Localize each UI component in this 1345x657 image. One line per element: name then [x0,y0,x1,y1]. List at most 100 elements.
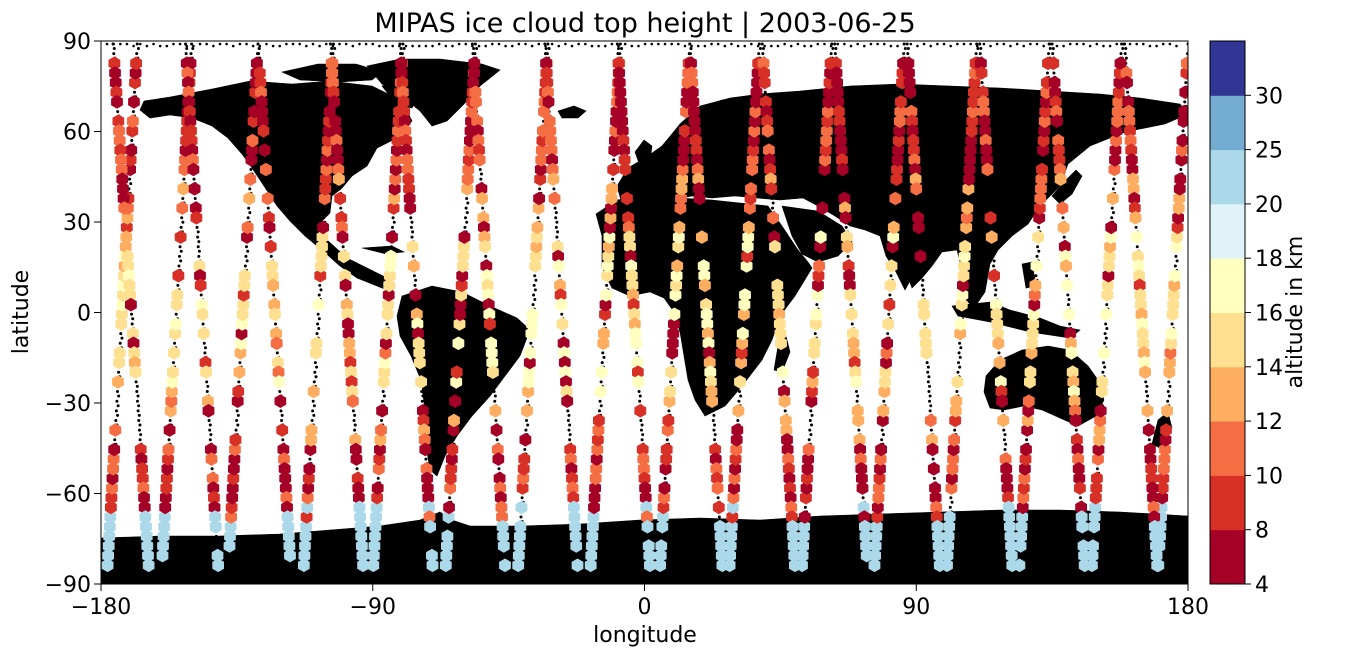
cloud-top-marker [641,519,654,534]
no-cloud-dot [520,496,524,500]
no-cloud-dot [389,245,393,249]
no-cloud-dot [246,216,250,220]
cloud-top-marker [631,355,644,370]
cloud-top-marker [560,375,572,389]
no-cloud-dot [598,399,602,403]
no-cloud-dot [918,240,922,244]
cloud-top-marker [729,452,742,466]
cloud-top-marker [300,510,313,524]
no-cloud-dot [928,409,932,413]
no-cloud-dot [392,220,396,224]
colorbar-tick-label: 25 [1255,139,1283,164]
cloud-top-marker [202,404,215,418]
no-cloud-dot [167,570,171,574]
no-cloud-dot [505,577,509,581]
cloud-top-marker [1179,85,1188,100]
no-cloud-dot [504,44,507,48]
cloud-top-marker [1176,133,1188,148]
cloud-top-marker [904,85,917,100]
cloud-top-marker [125,297,137,312]
cloud-top-marker [798,510,811,524]
cloud-top-marker [1156,481,1169,495]
cloud-top-marker [113,124,125,138]
no-cloud-dot [432,577,436,581]
cloud-top-marker [1078,558,1091,573]
cloud-top-marker [811,288,824,302]
cloud-top-marker [1144,452,1157,466]
cloud-top-marker [102,539,115,553]
cloud-top-marker [1069,413,1082,428]
cloud-top-marker [261,191,274,206]
cloud-top-marker [868,558,881,573]
cloud-top-marker [174,230,187,244]
cloud-top-marker [321,153,333,167]
cloud-top-marker [418,433,431,447]
cloud-top-marker [705,375,717,389]
cloud-top-marker [839,211,852,225]
no-cloud-dot [1111,187,1115,191]
cloud-top-marker [278,462,291,476]
cloud-top-marker [1090,481,1103,495]
cloud-top-marker [854,442,866,457]
no-cloud-dot [1168,384,1172,388]
cloud-top-marker [357,558,369,573]
cloud-top-marker [1093,433,1105,447]
no-cloud-dot [404,44,408,48]
no-cloud-dot [1103,365,1107,369]
cloud-top-marker [185,133,198,148]
no-cloud-dot [120,336,124,340]
no-cloud-dot [431,44,434,48]
cloud-top-marker [731,423,744,437]
no-cloud-dot [346,570,350,574]
no-cloud-dot [147,573,151,577]
cloud-top-marker [1168,268,1181,283]
no-cloud-dot [351,44,355,48]
no-cloud-dot [459,573,463,577]
cloud-top-marker [481,268,493,283]
no-cloud-dot [132,90,136,94]
cloud-top-marker [521,404,533,418]
colorbar-segment [1210,258,1245,313]
y-tick-label: 60 [63,121,91,146]
cloud-top-marker [874,452,887,466]
cloud-top-marker [557,336,570,351]
cloud-top-marker [912,220,925,235]
no-cloud-dot [1025,438,1029,442]
no-cloud-dot [550,42,554,46]
no-cloud-dot [1012,577,1016,581]
y-tick-label: 90 [63,30,91,55]
cloud-top-marker [298,548,311,563]
cloud-top-marker [345,365,357,379]
no-cloud-dot [833,42,837,46]
cloud-top-marker [339,268,351,283]
no-cloud-dot [177,264,181,268]
cloud-top-marker [836,162,849,177]
no-cloud-dot [135,399,139,403]
no-cloud-dot [783,42,786,46]
no-cloud-dot [293,573,297,577]
cloud-top-marker [676,172,688,186]
no-cloud-dot [322,216,326,220]
cloud-top-marker [789,558,801,573]
no-cloud-dot [1015,42,1019,46]
cloud-top-marker [693,182,705,196]
no-cloud-dot [240,570,244,574]
cloud-top-marker [641,510,653,524]
no-cloud-dot [200,570,204,574]
no-cloud-dot [210,467,214,471]
no-cloud-dot [1062,44,1065,48]
cloud-top-marker [1125,153,1138,167]
no-cloud-dot [193,196,197,200]
no-cloud-dot [783,409,787,413]
cloud-top-marker [875,442,887,457]
cloud-top-marker [1123,114,1136,128]
no-cloud-dot [638,399,642,403]
cloud-top-marker [847,336,860,351]
cloud-top-marker [838,191,851,206]
no-cloud-dot [400,573,403,577]
cloud-top-marker [843,278,856,293]
no-cloud-dot [420,390,424,394]
cloud-top-marker [1124,133,1137,148]
cloud-top-marker [739,288,751,302]
cloud-top-marker [761,124,774,138]
